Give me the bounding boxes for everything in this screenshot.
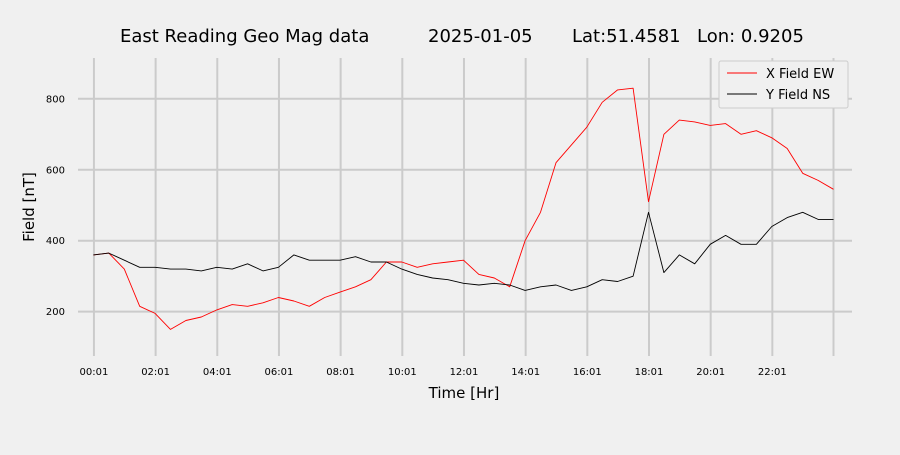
chart-longitude: Lon: 0.9205 — [697, 26, 804, 47]
x-tick-label: 02:01 — [141, 367, 170, 378]
x-tick-label: 16:01 — [573, 367, 602, 378]
chart-title: East Reading Geo Mag data — [120, 26, 369, 47]
y-tick-label: 200 — [46, 307, 65, 318]
grid-layer — [78, 58, 852, 356]
legend-label-x-field: X Field EW — [766, 67, 834, 82]
x-tick-label: 08:01 — [326, 367, 355, 378]
y-axis-label: Field [nT] — [20, 172, 38, 242]
x-tick-label: 10:01 — [388, 367, 417, 378]
y-tick-label: 800 — [46, 94, 65, 105]
series-layer — [93, 87, 834, 330]
tick-layer: 200 400 600 800 00:01 02:01 04:01 06:01 08:01 10:… — [46, 94, 787, 378]
x-tick-label: 20:01 — [696, 367, 725, 378]
x-tick-label: 00:01 — [80, 367, 109, 378]
x-tick-label: 14:01 — [511, 367, 540, 378]
y-tick-label: 400 — [46, 236, 65, 247]
x-tick-label: 18:01 — [635, 367, 664, 378]
series-line-y-field-ns — [93, 211, 834, 291]
series-line-x-field-ew — [93, 87, 834, 330]
chart-date: 2025-01-05 — [428, 26, 533, 47]
x-tick-label: 04:01 — [203, 367, 232, 378]
x-tick-label: 12:01 — [450, 367, 479, 378]
x-tick-label: 22:01 — [758, 367, 787, 378]
x-axis-label: Time [Hr] — [428, 384, 500, 402]
y-tick-label: 600 — [46, 165, 65, 176]
chart-latitude: Lat:51.4581 — [572, 26, 681, 47]
legend: X Field EW Y Field NS — [718, 60, 849, 109]
legend-label-y-field: Y Field NS — [765, 88, 830, 103]
x-tick-label: 06:01 — [265, 367, 294, 378]
